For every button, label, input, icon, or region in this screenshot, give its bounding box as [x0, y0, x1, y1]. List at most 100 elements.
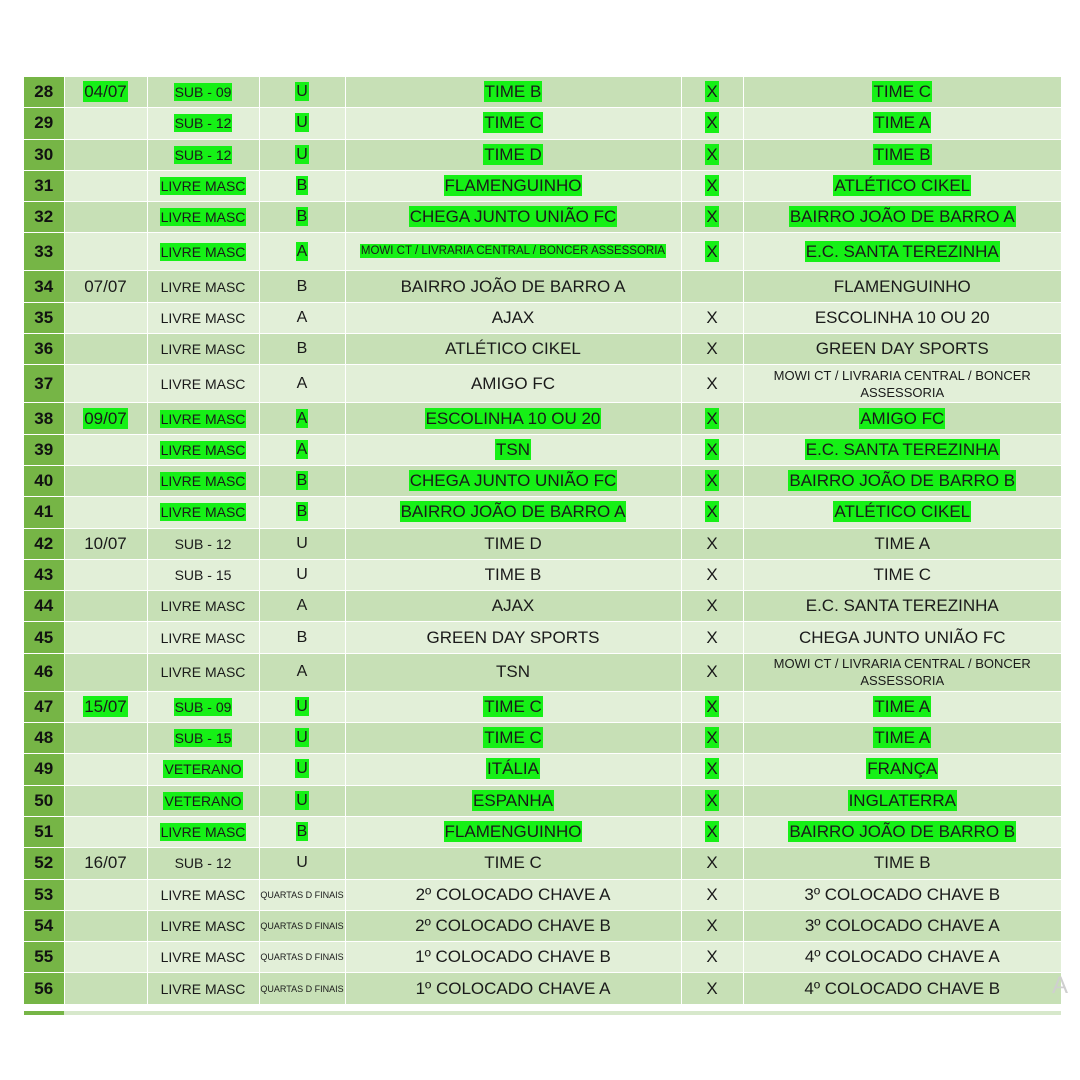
match-date-cell[interactable]: [63, 652, 147, 692]
away-team-cell[interactable]: TIME A: [742, 527, 1061, 560]
category-cell[interactable]: SUB - 12: [146, 527, 259, 560]
home-team-cell[interactable]: TIME C: [344, 690, 681, 723]
match-number-cell[interactable]: 39: [24, 433, 64, 466]
away-team-cell[interactable]: 3º COLOCADO CHAVE A: [742, 909, 1061, 942]
match-number-cell[interactable]: 32: [24, 201, 64, 233]
match-date-cell[interactable]: [63, 878, 147, 911]
match-number-cell[interactable]: 34: [24, 270, 64, 303]
versus-cell[interactable]: X: [680, 333, 743, 365]
away-team-cell[interactable]: E.C. SANTA TEREZINHA: [742, 433, 1061, 466]
match-date-cell[interactable]: [63, 496, 147, 529]
home-team-cell[interactable]: FLAMENGUINHO: [344, 169, 681, 202]
category-cell[interactable]: SUB - 12: [146, 107, 259, 140]
category-cell[interactable]: SUB - 15: [146, 722, 259, 754]
match-number-cell[interactable]: 37: [24, 364, 64, 403]
home-team-cell[interactable]: MOWI CT / LIVRARIA CENTRAL / BONCER ASSE…: [344, 232, 681, 271]
away-team-cell[interactable]: CHEGA JUNTO UNIÃO FC: [742, 621, 1061, 654]
away-team-cell[interactable]: BAIRRO JOÃO DE BARRO A: [742, 201, 1061, 233]
match-number-cell[interactable]: 51: [24, 815, 64, 848]
match-date-cell[interactable]: [63, 364, 147, 403]
away-team-cell[interactable]: BAIRRO JOÃO DE BARRO B: [742, 464, 1061, 497]
match-date-cell[interactable]: [63, 169, 147, 202]
versus-cell[interactable]: X: [680, 558, 743, 591]
category-cell[interactable]: LIVRE MASC: [146, 270, 259, 303]
category-cell[interactable]: LIVRE MASC: [146, 815, 259, 848]
category-cell[interactable]: LIVRE MASC: [146, 364, 259, 403]
match-number-cell[interactable]: 46: [24, 652, 64, 692]
home-team-cell[interactable]: TIME D: [344, 138, 681, 171]
away-team-cell[interactable]: FRANÇA: [742, 753, 1061, 786]
versus-cell[interactable]: X: [680, 878, 743, 911]
group-cell[interactable]: U: [258, 690, 345, 723]
versus-cell[interactable]: X: [680, 690, 743, 723]
away-team-cell[interactable]: TIME A: [742, 722, 1061, 754]
category-cell[interactable]: SUB - 09: [146, 690, 259, 723]
match-date-cell[interactable]: 07/07: [63, 270, 147, 303]
match-date-cell[interactable]: 04/07: [63, 75, 147, 108]
match-number-cell[interactable]: 45: [24, 621, 64, 654]
group-cell[interactable]: QUARTAS D FINAIS: [258, 972, 345, 1005]
home-team-cell[interactable]: BAIRRO JOÃO DE BARRO A: [344, 270, 681, 303]
versus-cell[interactable]: [680, 270, 743, 303]
home-team-cell[interactable]: AMIGO FC: [344, 364, 681, 403]
match-number-cell[interactable]: 44: [24, 590, 64, 622]
match-date-cell[interactable]: 09/07: [63, 402, 147, 435]
category-cell[interactable]: LIVRE MASC: [146, 402, 259, 435]
category-cell[interactable]: LIVRE MASC: [146, 972, 259, 1005]
match-date-cell[interactable]: 16/07: [63, 847, 147, 880]
match-date-cell[interactable]: [63, 138, 147, 171]
match-date-cell[interactable]: [63, 621, 147, 654]
match-number-cell[interactable]: 47: [24, 690, 64, 723]
versus-cell[interactable]: X: [680, 496, 743, 529]
category-cell[interactable]: LIVRE MASC: [146, 169, 259, 202]
group-cell[interactable]: A: [258, 402, 345, 435]
home-team-cell[interactable]: CHEGA JUNTO UNIÃO FC: [344, 464, 681, 497]
category-cell[interactable]: LIVRE MASC: [146, 941, 259, 973]
versus-cell[interactable]: X: [680, 784, 743, 817]
away-team-cell[interactable]: TIME C: [742, 75, 1061, 108]
home-team-cell[interactable]: TIME B: [344, 558, 681, 591]
away-team-cell[interactable]: ATLÉTICO CIKEL: [742, 169, 1061, 202]
group-cell[interactable]: U: [258, 558, 345, 591]
category-cell[interactable]: LIVRE MASC: [146, 621, 259, 654]
category-cell[interactable]: LIVRE MASC: [146, 232, 259, 271]
match-number-cell[interactable]: 33: [24, 232, 64, 271]
match-date-cell[interactable]: [63, 464, 147, 497]
match-number-cell[interactable]: 55: [24, 941, 64, 973]
away-team-cell[interactable]: GREEN DAY SPORTS: [742, 333, 1061, 365]
away-team-cell[interactable]: E.C. SANTA TEREZINHA: [742, 232, 1061, 271]
group-cell[interactable]: A: [258, 232, 345, 271]
match-number-cell[interactable]: 30: [24, 138, 64, 171]
versus-cell[interactable]: X: [680, 75, 743, 108]
group-cell[interactable]: QUARTAS D FINAIS: [258, 909, 345, 942]
home-team-cell[interactable]: AJAX: [344, 590, 681, 622]
category-cell[interactable]: LIVRE MASC: [146, 909, 259, 942]
group-cell[interactable]: QUARTAS D FINAIS: [258, 878, 345, 911]
home-team-cell[interactable]: FLAMENGUINHO: [344, 815, 681, 848]
match-number-cell[interactable]: 42: [24, 527, 64, 560]
versus-cell[interactable]: X: [680, 433, 743, 466]
group-cell[interactable]: U: [258, 722, 345, 754]
versus-cell[interactable]: X: [680, 201, 743, 233]
away-team-cell[interactable]: 3º COLOCADO CHAVE B: [742, 878, 1061, 911]
home-team-cell[interactable]: AJAX: [344, 301, 681, 334]
match-number-cell[interactable]: 40: [24, 464, 64, 497]
match-number-cell[interactable]: 35: [24, 301, 64, 334]
category-cell[interactable]: LIVRE MASC: [146, 333, 259, 365]
category-cell[interactable]: VETERANO: [146, 753, 259, 786]
category-cell[interactable]: VETERANO: [146, 784, 259, 817]
match-number-cell[interactable]: 56: [24, 972, 64, 1005]
category-cell[interactable]: SUB - 09: [146, 75, 259, 108]
home-team-cell[interactable]: TIME C: [344, 722, 681, 754]
away-team-cell[interactable]: ESCOLINHA 10 OU 20: [742, 301, 1061, 334]
match-number-cell[interactable]: 29: [24, 107, 64, 140]
versus-cell[interactable]: X: [680, 590, 743, 622]
home-team-cell[interactable]: 2º COLOCADO CHAVE A: [344, 878, 681, 911]
versus-cell[interactable]: X: [680, 527, 743, 560]
match-date-cell[interactable]: [63, 941, 147, 973]
group-cell[interactable]: B: [258, 169, 345, 202]
away-team-cell[interactable]: TIME A: [742, 107, 1061, 140]
category-cell[interactable]: LIVRE MASC: [146, 878, 259, 911]
home-team-cell[interactable]: 1º COLOCADO CHAVE B: [344, 941, 681, 973]
group-cell[interactable]: B: [258, 333, 345, 365]
